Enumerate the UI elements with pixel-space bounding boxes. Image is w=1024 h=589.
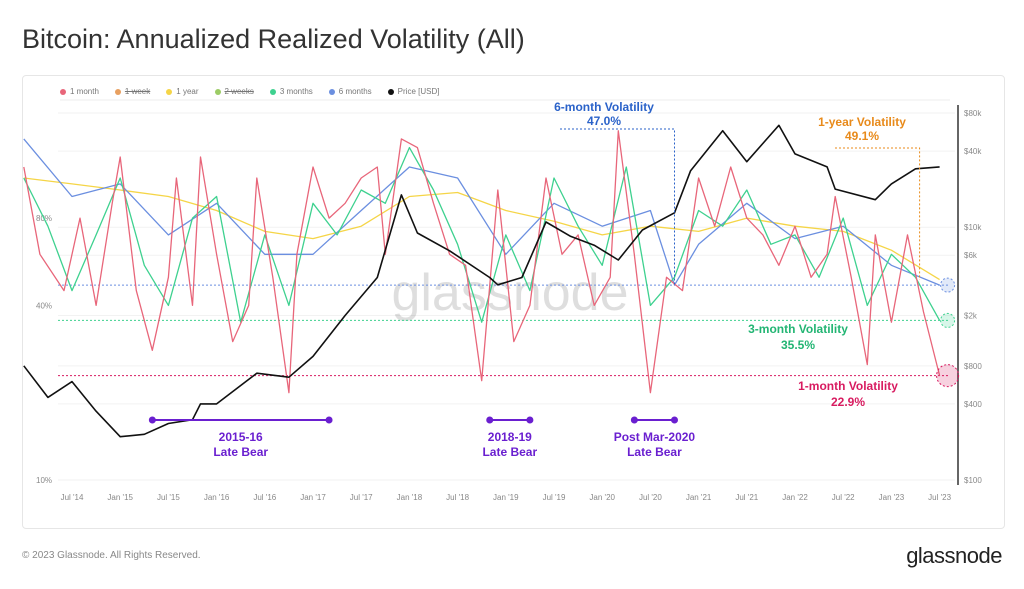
x-axis-tick: Jul '17 xyxy=(350,493,373,502)
x-axis-tick: Jul '22 xyxy=(832,493,855,502)
x-axis-tick: Jan '19 xyxy=(493,493,519,502)
x-axis-tick: Jan '23 xyxy=(879,493,905,502)
legend-label: 1 year xyxy=(176,87,199,96)
right-axis-tick: $40k xyxy=(964,147,982,156)
right-axis-tick: $800 xyxy=(964,362,982,371)
right-axis-tick: $10k xyxy=(964,223,982,232)
annotation-value: 47.0% xyxy=(587,114,621,128)
annotation-label: 3-month Volatility xyxy=(748,322,848,336)
legend-swatch xyxy=(328,88,335,95)
annotation-label: 1-month Volatility xyxy=(798,379,898,393)
period-sublabel: Late Bear xyxy=(213,445,268,459)
x-axis-tick: Jul '15 xyxy=(157,493,180,502)
watermark: glassnode xyxy=(391,264,628,322)
x-axis-tick: Jan '21 xyxy=(686,493,712,502)
annotation-label: 1-year Volatility xyxy=(818,115,906,129)
right-axis-tick: $80k xyxy=(964,109,982,118)
legend-item[interactable]: 1 month xyxy=(60,87,99,96)
x-axis-tick: Jan '17 xyxy=(300,493,326,502)
period-sublabel: Late Bear xyxy=(627,445,682,459)
annotation-label: 6-month Volatility xyxy=(554,100,654,114)
brand-logo: glassnode xyxy=(906,543,1002,568)
legend-swatch xyxy=(166,88,173,95)
highlight-marker xyxy=(940,277,956,293)
right-axis-tick: $100 xyxy=(964,476,982,485)
highlight-marker xyxy=(936,364,960,388)
legend-swatch xyxy=(269,88,276,95)
series-line-1-month xyxy=(23,130,941,394)
legend-swatch xyxy=(387,88,394,95)
legend-item[interactable]: 1 year xyxy=(166,87,199,96)
period-end-dot xyxy=(671,416,678,424)
highlight-marker xyxy=(940,312,956,328)
x-axis-tick: Jan '15 xyxy=(107,493,133,502)
x-axis-tick: Jul '14 xyxy=(61,493,84,502)
chart-card xyxy=(22,75,1005,529)
x-axis-tick: Jan '22 xyxy=(782,493,808,502)
x-axis-tick: Jan '18 xyxy=(397,493,423,502)
legend-swatch xyxy=(60,88,66,95)
period-sublabel: Late Bear xyxy=(482,445,537,459)
copyright: © 2023 Glassnode. All Rights Reserved. xyxy=(22,550,201,561)
chart-legend: 1 month 1 week 1 year 2 weeks 3 months 6 mont… xyxy=(60,87,439,96)
period-label: 2018-19 xyxy=(488,430,532,444)
x-axis-tick: Jul '21 xyxy=(735,493,758,502)
right-axis-tick: $2k xyxy=(964,312,978,321)
legend-label: 6 months xyxy=(338,87,372,96)
series-line-1-year xyxy=(23,177,940,281)
period-label: 2015-16 xyxy=(219,430,263,444)
callout-1y xyxy=(835,147,921,280)
legend-item[interactable]: 2 weeks xyxy=(214,87,254,96)
period-start-dot xyxy=(630,416,638,424)
legend-label: Price [USD] xyxy=(397,87,440,96)
annotation-value: 49.1% xyxy=(845,129,879,143)
series-line-6-months xyxy=(23,138,940,286)
legend-label: 3 months xyxy=(279,87,313,96)
period-end-dot xyxy=(526,416,534,424)
annotation-value: 35.5% xyxy=(781,338,815,352)
legend-label: 1 month xyxy=(70,87,99,96)
x-axis-tick: Jan '20 xyxy=(589,493,615,502)
period-start-dot xyxy=(148,416,156,424)
annotation-value: 22.9% xyxy=(831,395,865,409)
legend-item[interactable]: Price [USD] xyxy=(387,87,440,96)
left-axis-tick: 40% xyxy=(36,301,52,310)
legend-label: 2 weeks xyxy=(224,87,254,96)
page-title: Bitcoin: Annualized Realized Volatility … xyxy=(22,24,525,54)
x-axis-tick: Jan '16 xyxy=(204,493,230,502)
legend-item[interactable]: 6 months xyxy=(328,87,372,96)
period-label: Post Mar-2020 xyxy=(614,430,696,444)
legend-label: 1 week xyxy=(124,87,151,96)
x-axis-tick: Jul '20 xyxy=(639,493,662,502)
x-axis-tick: Jul '16 xyxy=(253,493,276,502)
legend-swatch xyxy=(214,88,221,95)
period-end-dot xyxy=(325,416,333,424)
x-axis-tick: Jul '19 xyxy=(543,493,566,502)
series-line-3-months xyxy=(23,146,941,323)
right-axis-tick: $6k xyxy=(964,251,978,260)
legend-item[interactable]: 3 months xyxy=(269,87,313,96)
right-axis-tick: $400 xyxy=(964,400,982,409)
left-axis-tick: 10% xyxy=(36,476,52,485)
legend-swatch xyxy=(114,88,121,95)
x-axis-tick: Jul '23 xyxy=(928,493,951,502)
legend-item[interactable]: 1 week xyxy=(114,87,151,96)
x-axis-tick: Jul '18 xyxy=(446,493,469,502)
period-start-dot xyxy=(486,416,494,424)
series-line-price-usd- xyxy=(23,124,940,438)
